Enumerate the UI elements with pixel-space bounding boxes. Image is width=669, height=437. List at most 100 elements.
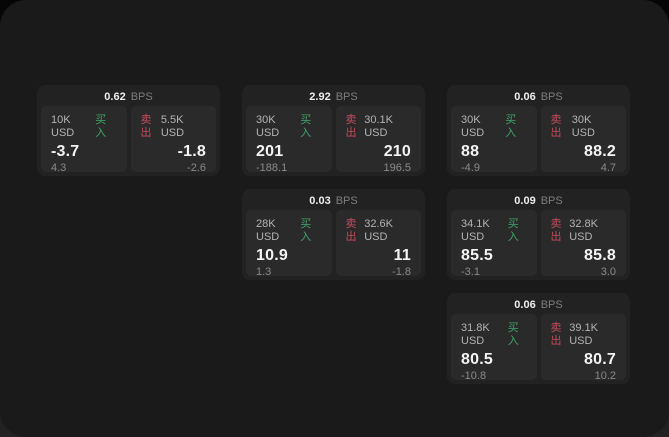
buy-amount: 30K USD	[256, 114, 280, 139]
buy-price: 80.5	[461, 351, 493, 368]
buy-tile[interactable]: 30K USD 买入 201 -188.1	[246, 106, 332, 174]
buy-side-label: 买入	[505, 114, 517, 139]
buy-delta: -10.8	[461, 370, 487, 382]
quote-card: 2.92 BPS 30K USD 买入 201 -188.1 卖出 30.1K …	[242, 85, 425, 176]
buy-delta: 4.3	[51, 162, 67, 174]
sell-tile-header: 卖出 32.8K USD	[551, 218, 617, 244]
sell-tile-header: 卖出 5.5K USD	[141, 114, 207, 140]
buy-delta: -3.1	[461, 266, 480, 278]
sell-delta: -2.6	[187, 162, 206, 174]
tile-row: 30K USD 买入 201 -188.1 卖出 30.1K USD 210 1…	[246, 106, 421, 174]
buy-side-label: 买入	[507, 218, 519, 243]
quote-card: 0.62 BPS 10K USD 买入 -3.7 4.3 卖出 5.5K USD	[37, 85, 220, 176]
sell-delta: 4.7	[600, 162, 616, 174]
buy-amount: 28K USD	[256, 218, 280, 243]
bps-unit-label: BPS	[335, 91, 358, 103]
sell-delta: 3.0	[600, 266, 616, 278]
bps-value: 0.06	[514, 299, 536, 311]
sell-amount: 32.8K USD	[569, 218, 598, 243]
buy-tile-header: 10K USD 买入	[51, 114, 117, 140]
buy-tile[interactable]: 30K USD 买入 88 -4.9	[451, 106, 537, 174]
sell-price: 80.7	[584, 351, 616, 368]
sell-tile-header: 卖出 39.1K USD	[551, 322, 617, 348]
sell-side-label: 卖出	[550, 322, 562, 347]
sell-price: -1.8	[177, 143, 206, 160]
quote-card: 0.09 BPS 34.1K USD 买入 85.5 -3.1 卖出 32.8K…	[447, 189, 630, 280]
bps-value: 0.09	[514, 195, 536, 207]
buy-price: 201	[256, 143, 284, 160]
sell-side-label: 卖出	[140, 114, 152, 139]
sell-amount: 39.1K USD	[569, 322, 598, 347]
tile-row: 30K USD 买入 88 -4.9 卖出 30K USD 88.2 4.7	[451, 106, 626, 174]
buy-price: 10.9	[256, 247, 288, 264]
buy-delta: -188.1	[256, 162, 288, 174]
sell-tile[interactable]: 卖出 32.6K USD 11 -1.8	[335, 210, 421, 278]
card-header: 0.09 BPS	[451, 193, 626, 210]
sell-amount: 32.6K USD	[364, 218, 393, 243]
sell-price: 210	[383, 143, 411, 160]
buy-delta: 1.3	[256, 266, 272, 278]
sell-tile[interactable]: 卖出 5.5K USD -1.8 -2.6	[130, 106, 216, 174]
sell-price: 88.2	[584, 143, 616, 160]
sell-side-label: 卖出	[550, 218, 562, 243]
buy-tile[interactable]: 10K USD 买入 -3.7 4.3	[41, 106, 127, 174]
tile-row: 28K USD 买入 10.9 1.3 卖出 32.6K USD 11 -1.8	[246, 210, 421, 278]
bps-unit-label: BPS	[335, 195, 358, 207]
sell-tile[interactable]: 卖出 39.1K USD 80.7 10.2	[540, 314, 626, 382]
buy-amount: 34.1K USD	[461, 218, 490, 243]
card-header: 0.03 BPS	[246, 193, 421, 210]
buy-side-label: 买入	[507, 322, 519, 347]
tile-row: 34.1K USD 买入 85.5 -3.1 卖出 32.8K USD 85.8…	[451, 210, 626, 278]
buy-tile-header: 28K USD 买入	[256, 218, 322, 244]
tile-row: 10K USD 买入 -3.7 4.3 卖出 5.5K USD -1.8 -2.…	[41, 106, 216, 174]
buy-side-label: 买入	[95, 114, 107, 139]
sell-tile-header: 卖出 30.1K USD	[346, 114, 412, 140]
sell-delta: 196.5	[383, 162, 411, 174]
buy-amount: 10K USD	[51, 114, 75, 139]
sell-side-label: 卖出	[345, 114, 357, 139]
bps-value: 0.03	[309, 195, 331, 207]
buy-side-label: 买入	[300, 114, 312, 139]
tile-row: 31.8K USD 买入 80.5 -10.8 卖出 39.1K USD 80.…	[451, 314, 626, 382]
card-header: 0.06 BPS	[451, 89, 626, 106]
sell-tile[interactable]: 卖出 30.1K USD 210 196.5	[335, 106, 421, 174]
card-header: 0.06 BPS	[451, 297, 626, 314]
bps-unit-label: BPS	[130, 91, 153, 103]
quote-card: 0.06 BPS 30K USD 买入 88 -4.9 卖出 30K USD	[447, 85, 630, 176]
buy-tile[interactable]: 28K USD 买入 10.9 1.3	[246, 210, 332, 278]
buy-price: 85.5	[461, 247, 493, 264]
quote-card: 0.06 BPS 31.8K USD 买入 80.5 -10.8 卖出 39.1…	[447, 293, 630, 384]
buy-tile-header: 30K USD 买入	[461, 114, 527, 140]
buy-tile-header: 34.1K USD 买入	[461, 218, 527, 244]
bps-value: 0.06	[514, 91, 536, 103]
buy-tile-header: 31.8K USD 买入	[461, 322, 527, 348]
bps-unit-label: BPS	[540, 195, 563, 207]
sell-price: 11	[393, 247, 411, 264]
buy-side-label: 买入	[300, 218, 312, 243]
buy-price: 88	[461, 143, 480, 160]
sell-tile-header: 卖出 32.6K USD	[346, 218, 412, 244]
sell-amount: 30.1K USD	[364, 114, 393, 139]
buy-amount: 31.8K USD	[461, 322, 490, 347]
quote-grid: 0.62 BPS 10K USD 买入 -3.7 4.3 卖出 5.5K USD	[37, 85, 630, 384]
bps-value: 2.92	[309, 91, 331, 103]
buy-tile[interactable]: 31.8K USD 买入 80.5 -10.8	[451, 314, 537, 382]
sell-tile-header: 卖出 30K USD	[551, 114, 617, 140]
quote-card: 0.03 BPS 28K USD 买入 10.9 1.3 卖出 32.6K US…	[242, 189, 425, 280]
sell-amount: 30K USD	[571, 114, 595, 139]
card-header: 2.92 BPS	[246, 89, 421, 106]
sell-side-label: 卖出	[550, 114, 562, 139]
buy-delta: -4.9	[461, 162, 480, 174]
buy-tile[interactable]: 34.1K USD 买入 85.5 -3.1	[451, 210, 537, 278]
sell-amount: 5.5K USD	[160, 114, 185, 139]
sell-tile[interactable]: 卖出 32.8K USD 85.8 3.0	[540, 210, 626, 278]
bps-unit-label: BPS	[540, 299, 563, 311]
sell-tile[interactable]: 卖出 30K USD 88.2 4.7	[540, 106, 626, 174]
bps-value: 0.62	[104, 91, 126, 103]
buy-price: -3.7	[51, 143, 80, 160]
buy-tile-header: 30K USD 买入	[256, 114, 322, 140]
sell-price: 85.8	[584, 247, 616, 264]
bps-unit-label: BPS	[540, 91, 563, 103]
buy-amount: 30K USD	[461, 114, 485, 139]
